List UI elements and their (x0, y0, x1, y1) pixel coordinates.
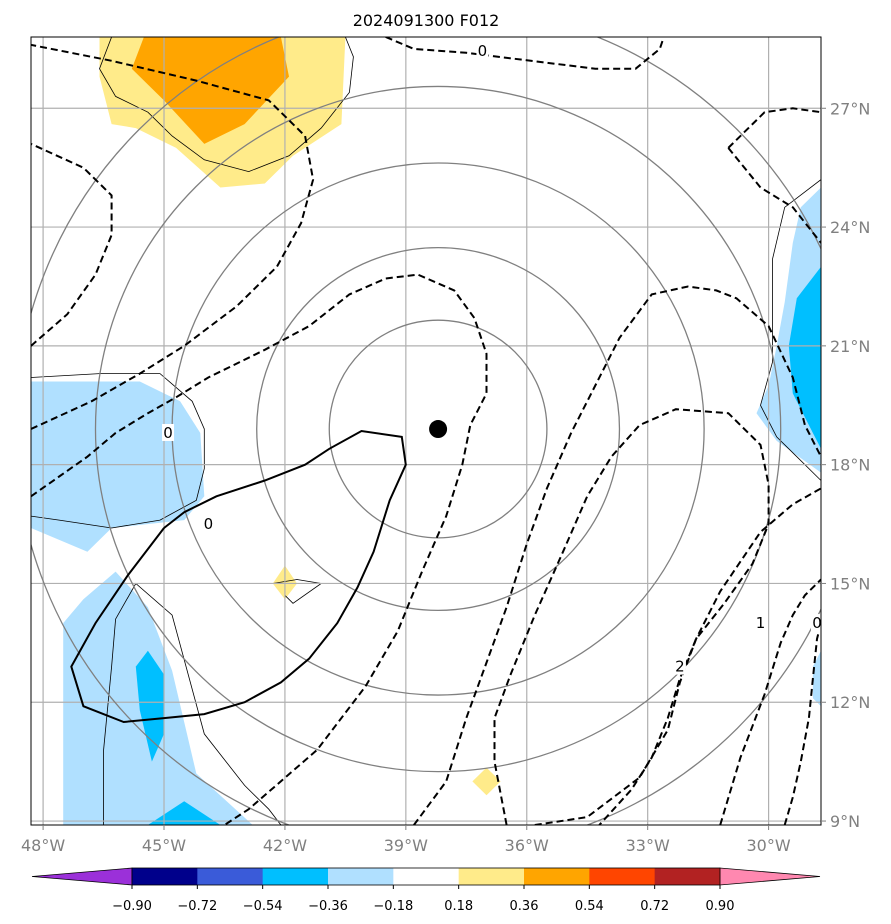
contour-line-1 (31, 273, 488, 825)
y-tick-label-5: 24°N (830, 218, 870, 237)
y-tick-label-4: 21°N (830, 337, 870, 356)
y-tick-label-0: 9°N (830, 812, 860, 831)
contour-label-0: 0 (478, 42, 488, 60)
contour-label-1: 0 (163, 424, 173, 442)
contour-line-3 (31, 43, 315, 430)
colorbar-tick-label-3: −0.36 (308, 899, 348, 914)
colorbar-segment-3 (262, 868, 329, 885)
colorbar-segment-7 (524, 868, 590, 885)
colorbar-tick-label-1: −0.72 (177, 899, 217, 914)
colorbar-outline (131, 867, 721, 886)
contour-line-6 (493, 408, 770, 825)
thin-contour-3 (760, 179, 821, 481)
storm-center-marker (429, 420, 448, 439)
colorbar-segment-1 (132, 868, 198, 885)
colorbar-tick-label-4: −0.18 (373, 899, 413, 914)
contour-label-bg-2 (202, 515, 215, 533)
colorbar: −0.90 −0.72 −0.54 −0.36 −0.18 0.18 0.36 0.54 0.7… (31, 867, 821, 914)
contour-label-bg-3 (673, 657, 686, 675)
colorbar-tick-label-0: −0.90 (112, 899, 152, 914)
y-tick-label-2: 15°N (830, 574, 870, 593)
contour-label-bg-4 (754, 614, 767, 632)
contour-line-8 (719, 578, 821, 825)
shaded-region-5 (147, 801, 221, 825)
x-tick-label-2: 42°W (263, 836, 307, 855)
contour-line-0 (70, 429, 407, 724)
contour-line-5 (413, 285, 821, 825)
range-ring-3 (94, 85, 782, 773)
contour-line-11 (727, 147, 821, 244)
contour-line-9 (783, 622, 821, 825)
thin-contour-2 (103, 582, 282, 825)
colorbar-extend-low (31, 867, 133, 886)
colorbar-tick-label-2: −0.54 (243, 899, 283, 914)
map-layer: 0 0 0 2 1 0 (31, 37, 822, 825)
x-tick-label-6: 30°W (747, 836, 791, 855)
contour-label-2: 0 (204, 515, 214, 533)
contour-line-10 (727, 107, 821, 149)
colorbar-tick-label-6: 0.36 (510, 899, 539, 914)
contour-label-bg-5 (810, 614, 821, 632)
contour-line-7 (534, 487, 821, 825)
colorbar-segment-2 (197, 868, 264, 885)
chart-title: 2024091300 F012 (353, 11, 500, 30)
x-tick-label-4: 36°W (505, 836, 549, 855)
thin-contour-0 (99, 37, 354, 173)
y-tick-label-6: 27°N (830, 99, 870, 118)
contour-label-5: 0 (812, 614, 822, 632)
x-axis-ticks: 48°W 45°W 42°W 39°W 36°W 33°W 30°W (21, 825, 791, 855)
shaded-region-1 (131, 37, 289, 144)
x-tick-label-3: 39°W (384, 836, 428, 855)
x-tick-label-0: 48°W (21, 836, 65, 855)
colorbar-tick-label-5: 0.18 (444, 899, 473, 914)
colorbar-segment-6 (458, 868, 525, 885)
contour-label-bg-1 (162, 423, 175, 441)
range-ring-1 (256, 246, 621, 612)
colorbar-extend-high (719, 867, 821, 886)
x-tick-label-5: 33°W (626, 836, 670, 855)
colorbar-segment-9 (654, 868, 721, 885)
y-tick-label-1: 12°N (830, 693, 870, 712)
shaded-region-2 (31, 381, 205, 552)
shaded-region-8 (812, 650, 821, 707)
colorbar-tick-label-7: 0.54 (575, 899, 604, 914)
contour-label-4: 1 (756, 614, 766, 632)
y-axis-ticks: 9°N 12°N 15°N 18°N 21°N 24°N 27°N (821, 99, 870, 831)
shaded-region-4 (135, 650, 164, 762)
contour-line-2 (31, 142, 113, 347)
y-tick-label-3: 18°N (830, 456, 870, 475)
contour-label-bg-0 (476, 41, 489, 59)
x-tick-label-1: 45°W (142, 836, 186, 855)
colorbar-tick-label-9: 0.90 (706, 899, 735, 914)
range-ring-0 (328, 319, 548, 539)
shaded-region-10 (472, 767, 501, 796)
map-frame (30, 36, 822, 826)
shaded-region-7 (788, 266, 821, 449)
contour-line-4 (385, 37, 665, 70)
colorbar-segment-4 (328, 868, 394, 885)
colorbar-segment-5 (393, 868, 460, 885)
colorbar-tick-label-8: 0.72 (640, 899, 669, 914)
contour-label-3: 2 (675, 658, 685, 676)
colorbar-segment-8 (589, 868, 656, 885)
